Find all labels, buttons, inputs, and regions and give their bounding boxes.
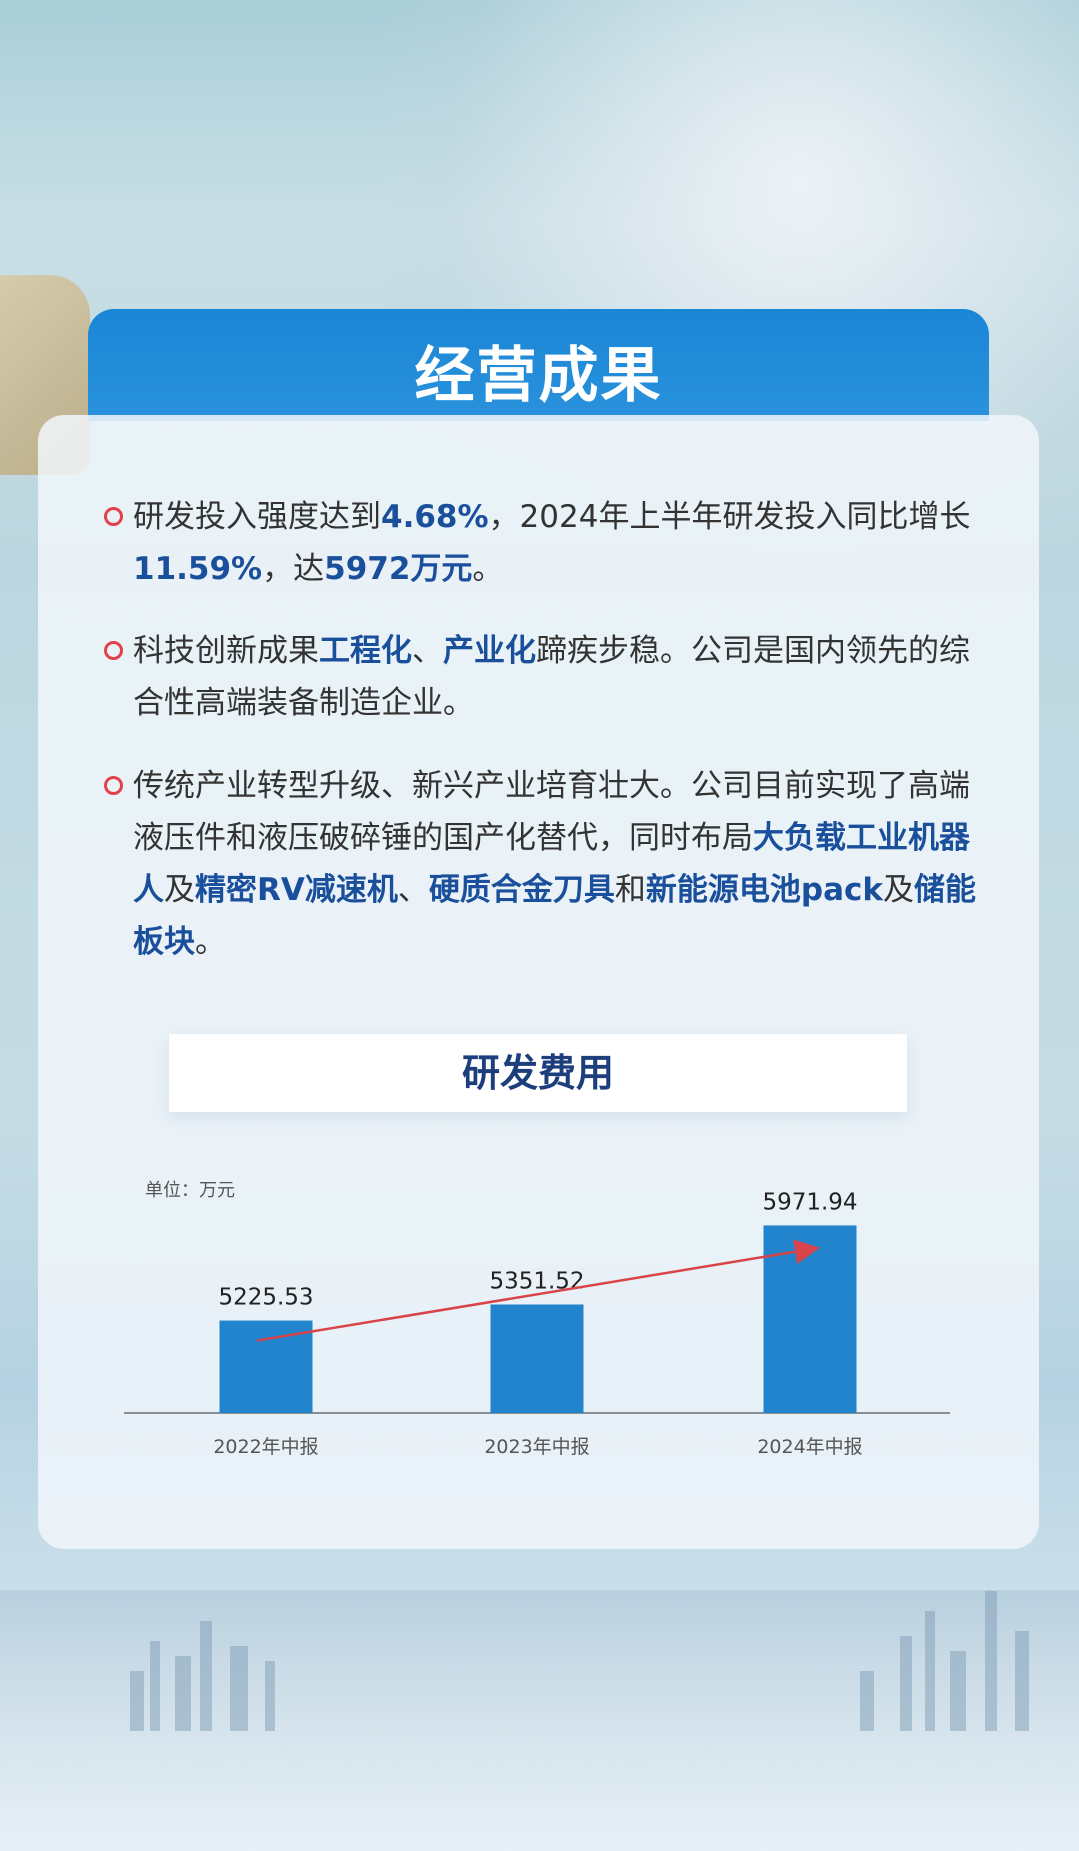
data-label: 5351.52 (489, 1268, 584, 1294)
highlight-text: 5972万元 (324, 551, 473, 587)
text-segment: 及 (164, 872, 195, 908)
text-segment: 、 (397, 872, 429, 908)
highlight-text: 产业化 (443, 633, 536, 669)
highlight-text: 11.59% (133, 551, 263, 587)
bullet-text: 科技创新成果工程化、产业化蹄疾步稳。公司是国内领先的综合性高端装备制造企业。 (133, 625, 984, 729)
text-segment: ，达 (262, 551, 325, 587)
text-segment: 、 (412, 633, 443, 669)
section-title: 经营成果 (414, 341, 663, 411)
trend-arrow-icon (256, 1239, 820, 1342)
bullet-text: 传统产业转型升级、新兴产业培育壮大。公司目前实现了高端液压件和液压破碎锤的国产化… (133, 760, 984, 968)
highlight-text: 储能板块 (133, 872, 976, 960)
highlight-text: 4.68% (381, 499, 489, 535)
highlight-text: 大负载工业机器人 (133, 820, 970, 908)
bullet-item: 研发投入强度达到4.68%，2024年上半年研发投入同比增长 11.59%，达59… (104, 491, 984, 595)
text-segment: 研发投入强度达到 (133, 499, 381, 535)
highlight-text: 精密RV减速机 (195, 872, 398, 908)
bar-2023年中报 (490, 1304, 584, 1413)
unit-label: 单位：万元 (145, 1180, 235, 1201)
x-tick-label: 2023年中报 (484, 1436, 589, 1458)
bullet-item: 科技创新成果工程化、产业化蹄疾步稳。公司是国内领先的综合性高端装备制造企业。 (104, 625, 984, 729)
text-segment: 及 (882, 872, 914, 908)
section-header: 经营成果 (88, 309, 989, 421)
highlight-text: 硬质合金刀具 (428, 872, 615, 908)
bullet-circle-icon (104, 641, 123, 660)
text-segment: ，2024年上半年研发投入同比增长 (488, 499, 971, 535)
chart-title-box: 研发费用 (169, 1034, 907, 1112)
text-segment: 科技创新成果 (133, 633, 319, 669)
x-tick-label: 2022年中报 (213, 1436, 318, 1458)
text-segment: 。 (195, 924, 226, 960)
bullet-circle-icon (104, 507, 123, 526)
data-label: 5225.53 (218, 1285, 313, 1311)
bullet-circle-icon (104, 776, 123, 795)
bullet-item: 传统产业转型升级、新兴产业培育壮大。公司目前实现了高端液压件和液压破碎锤的国产化… (104, 760, 984, 968)
bullet-text: 研发投入强度达到4.68%，2024年上半年研发投入同比增长 11.59%，达59… (133, 491, 984, 595)
text-segment: 蹄疾步稳。公司是国内领先的综合性高端装备制造企业。 (133, 633, 970, 721)
bar-2022年中报 (219, 1320, 313, 1413)
text-segment: 传统产业转型升级、新兴产业培育壮大。公司目前实现了高端液压件和液压破碎锤的国产化… (133, 768, 970, 856)
highlight-text: 工程化 (319, 633, 412, 669)
text-segment: 和 (614, 872, 646, 908)
text-segment: 。 (472, 551, 504, 587)
highlight-text: 新能源电池pack (645, 872, 883, 908)
x-tick-label: 2024年中报 (757, 1436, 862, 1458)
chart-title: 研发费用 (461, 1051, 614, 1095)
data-label: 5971.94 (762, 1189, 857, 1215)
background-cityscape (0, 1590, 1079, 1851)
